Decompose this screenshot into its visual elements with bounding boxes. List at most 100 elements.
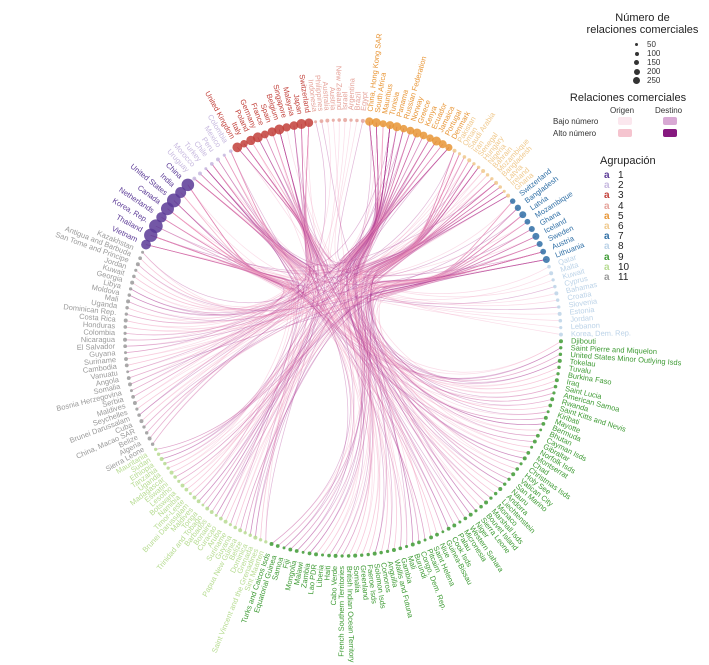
trade-edge	[321, 120, 460, 273]
trade-edge	[243, 143, 544, 276]
country-node	[240, 140, 248, 148]
trade-edge	[180, 192, 555, 402]
country-node	[196, 499, 201, 504]
trade-edge	[198, 123, 319, 502]
trade-edge	[225, 221, 528, 522]
trade-edge	[352, 121, 379, 268]
trade-edge	[342, 143, 444, 553]
trade-edge	[230, 150, 561, 328]
legend-size-dot	[633, 77, 640, 84]
trade-edge	[194, 178, 304, 506]
trade-edge	[365, 178, 493, 551]
country-node	[519, 462, 523, 466]
country-node	[258, 538, 263, 542]
legend-group-number: 2	[618, 180, 624, 192]
trade-edge	[239, 129, 328, 531]
trade-edge	[343, 125, 493, 272]
country-label: Iraq	[566, 377, 580, 388]
trade-edge	[243, 121, 377, 271]
legend-group-letter: a	[604, 251, 610, 263]
trade-edge	[194, 178, 532, 285]
trade-edge	[167, 208, 295, 542]
trade-edge	[126, 153, 460, 323]
swatch-dest-high	[663, 129, 677, 137]
country-node	[552, 391, 556, 395]
country-node	[558, 332, 563, 337]
trade-edge	[361, 236, 537, 556]
trade-edge	[264, 134, 532, 294]
trade-edge	[136, 173, 314, 410]
legend-size-title: Número de relaciones comerciales	[586, 12, 699, 36]
legend-size-label: 250	[647, 76, 661, 85]
trade-edge	[349, 123, 455, 526]
country-node	[337, 118, 341, 122]
legend-group-letter: a	[604, 180, 610, 192]
country-label: Indonesia	[306, 79, 319, 113]
trade-edge	[293, 125, 555, 305]
country-node	[147, 436, 152, 441]
country-node	[405, 544, 409, 549]
country-label: Egypt	[359, 90, 370, 111]
trade-edge	[164, 178, 299, 464]
trade-edge	[293, 125, 431, 264]
trade-edge	[347, 143, 555, 402]
trade-edge	[250, 140, 373, 556]
country-node	[169, 470, 174, 475]
country-node	[472, 162, 476, 166]
country-node	[410, 542, 415, 547]
country-node	[547, 264, 551, 269]
legend-flow-col-origin: Origen	[610, 106, 635, 115]
trade-edge	[142, 173, 314, 303]
legend-group-letter: a	[604, 170, 610, 181]
country-node	[441, 530, 445, 534]
trade-edge	[217, 140, 437, 278]
country-node	[282, 123, 291, 132]
trade-edge	[127, 186, 501, 319]
legend-group-number: 1	[618, 170, 624, 181]
country-label: Estonia	[569, 305, 596, 317]
trade-edge	[128, 259, 547, 379]
country-node	[557, 305, 561, 309]
country-node	[192, 176, 197, 181]
trade-edge	[126, 147, 312, 324]
trade-edge	[161, 150, 455, 286]
country-node	[307, 551, 312, 556]
country-label: Somalia	[352, 565, 363, 593]
trade-edge	[173, 200, 461, 523]
trade-edge	[264, 134, 487, 503]
trade-edge	[359, 121, 420, 543]
country-node	[419, 131, 428, 140]
country-node	[264, 540, 268, 544]
country-node	[366, 552, 370, 557]
country-label: Honduras	[83, 320, 116, 331]
trade-edge	[220, 190, 505, 519]
country-node	[445, 143, 453, 152]
trade-edge	[180, 192, 553, 407]
trade-edge	[158, 182, 497, 455]
country-label: Brazil	[353, 91, 363, 111]
trade-edge	[155, 122, 379, 450]
trade-edge	[278, 129, 349, 549]
country-node	[493, 491, 498, 496]
country-label: Zambia	[299, 562, 312, 589]
trade-edge	[363, 167, 519, 279]
trade-edge	[249, 195, 509, 536]
country-node	[481, 169, 486, 174]
country-label: Vanuatu	[90, 368, 118, 381]
country-node	[138, 256, 142, 261]
legend-flow: Relaciones comerciales Origen Destino Ba…	[548, 92, 708, 142]
legend-group-number: 11	[618, 272, 629, 283]
country-node	[346, 554, 351, 558]
country-node	[553, 284, 557, 289]
country-node	[484, 500, 489, 505]
country-node	[243, 531, 247, 535]
trade-edge	[296, 207, 519, 552]
country-node	[556, 372, 560, 376]
trade-edge	[344, 128, 411, 264]
trade-edge	[337, 120, 391, 261]
country-node	[314, 552, 318, 557]
trade-edge	[230, 150, 352, 547]
country-label: Nicaragua	[81, 335, 116, 344]
country-node	[546, 410, 550, 414]
country-label: Greenland	[359, 565, 371, 601]
